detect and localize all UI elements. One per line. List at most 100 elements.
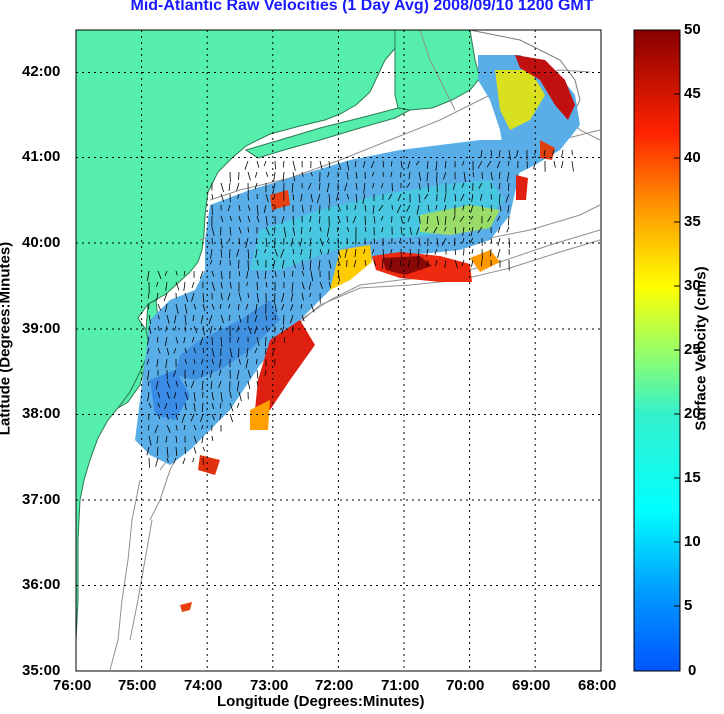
velocity-arrow (211, 237, 213, 245)
velocity-arrow (497, 226, 501, 233)
velocity-arrow (263, 204, 267, 213)
velocity-arrow (336, 193, 339, 201)
velocity-arrow (209, 369, 213, 378)
velocity-arrow (165, 281, 168, 291)
velocity-arrow (236, 248, 240, 258)
velocity-arrow (499, 204, 502, 212)
velocity-arrow (255, 303, 258, 315)
velocity-arrow (409, 226, 412, 235)
velocity-arrow (406, 182, 411, 188)
velocity-arrow (265, 314, 267, 321)
velocity-arrow (318, 259, 321, 271)
velocity-arrow (362, 193, 366, 204)
velocity-arrow (147, 292, 150, 299)
velocity-arrow (190, 380, 195, 389)
velocity-arrow (300, 226, 303, 235)
lon-tick: 75:00 (118, 677, 157, 694)
velocity-arrow (148, 303, 150, 310)
velocity-arrow (199, 270, 204, 279)
velocity-arrows (146, 149, 574, 468)
velocity-arrow (471, 259, 474, 267)
colorbar (633, 29, 681, 672)
velocity-arrow (173, 347, 177, 354)
velocity-arrow (490, 204, 493, 212)
velocity-arrow (418, 193, 421, 204)
velocity-arrow (247, 369, 252, 379)
velocity-arrow (147, 347, 150, 354)
velocity-arrow (256, 380, 259, 387)
velocity-arrow (157, 325, 160, 331)
velocity-arrow (238, 171, 240, 180)
velocity-arrow (283, 226, 287, 238)
velocity-arrow (300, 193, 303, 202)
velocity-arrow (184, 292, 189, 303)
velocity-arrow (415, 160, 420, 166)
velocity-arrow (378, 204, 384, 212)
velocity-arrow (426, 248, 429, 257)
velocity-arrow (157, 413, 161, 420)
velocity-arrow (364, 204, 367, 212)
lon-tick: 70:00 (446, 677, 485, 694)
velocity-arrow (470, 215, 474, 221)
velocity-arrow (472, 171, 475, 178)
velocity-arrow (481, 171, 483, 179)
grid-lines (76, 30, 601, 671)
velocity-arrow (309, 248, 312, 260)
velocity-arrow (202, 303, 206, 312)
velocity-arrow (184, 380, 188, 387)
velocity-arrow (210, 380, 213, 390)
velocity-arrow (201, 369, 204, 377)
velocity-arrow (236, 380, 240, 392)
velocity-arrow (211, 347, 215, 358)
velocity-arrow (193, 402, 196, 412)
velocity-arrow (156, 292, 159, 301)
colorbar-tick: 45 (684, 85, 701, 102)
velocity-arrow (163, 292, 168, 302)
velocity-arrow (238, 215, 242, 223)
velocity-arrow (291, 281, 294, 293)
velocity-arrow (264, 270, 267, 280)
velocity-arrow (146, 358, 150, 365)
velocity-arrow (435, 259, 438, 267)
velocity-arrow (201, 424, 204, 430)
velocity-arrow (255, 248, 258, 258)
velocity-arrow (299, 237, 303, 247)
velocity-arrow (400, 215, 403, 224)
velocity-arrow (172, 369, 177, 378)
velocity-arrow (498, 149, 501, 158)
velocity-arrow (238, 270, 241, 277)
velocity-arrow (453, 182, 456, 190)
velocity-arrow (309, 215, 312, 223)
velocity-arrow (220, 215, 224, 223)
velocity-arrow (147, 380, 150, 386)
velocity-arrow (460, 193, 465, 202)
velocity-arrow (164, 402, 168, 410)
velocity-arrow (337, 248, 341, 258)
velocity-arrow (246, 347, 249, 358)
velocity-arrow (220, 248, 223, 258)
velocity-arrow (498, 182, 501, 190)
velocity-arrow (328, 160, 331, 168)
velocity-arrow (316, 193, 321, 204)
velocity-arrow (436, 215, 440, 226)
velocity-arrow (219, 259, 222, 265)
velocity-arrow (309, 259, 312, 271)
velocity-arrow (202, 446, 205, 452)
velocity-arrow (328, 193, 331, 205)
colorbar-tick: 25 (684, 341, 701, 358)
velocity-arrow (274, 226, 276, 234)
velocity-arrow (256, 292, 260, 303)
velocity-arrow (211, 336, 213, 346)
velocity-arrow (416, 226, 420, 235)
velocity-arrow (157, 270, 162, 280)
velocity-arrow (245, 237, 249, 248)
map-title: Mid-Atlantic Raw Velocities (1 Day Avg) … (130, 0, 594, 14)
plot-frame (75, 29, 602, 672)
velocity-arrow (256, 270, 259, 279)
velocity-arrow (490, 171, 493, 181)
velocity-arrow (274, 160, 276, 170)
velocity-arrow (256, 215, 260, 223)
velocity-arrow (273, 193, 276, 199)
lon-tick: 72:00 (315, 677, 354, 694)
velocity-arrow (174, 314, 177, 324)
